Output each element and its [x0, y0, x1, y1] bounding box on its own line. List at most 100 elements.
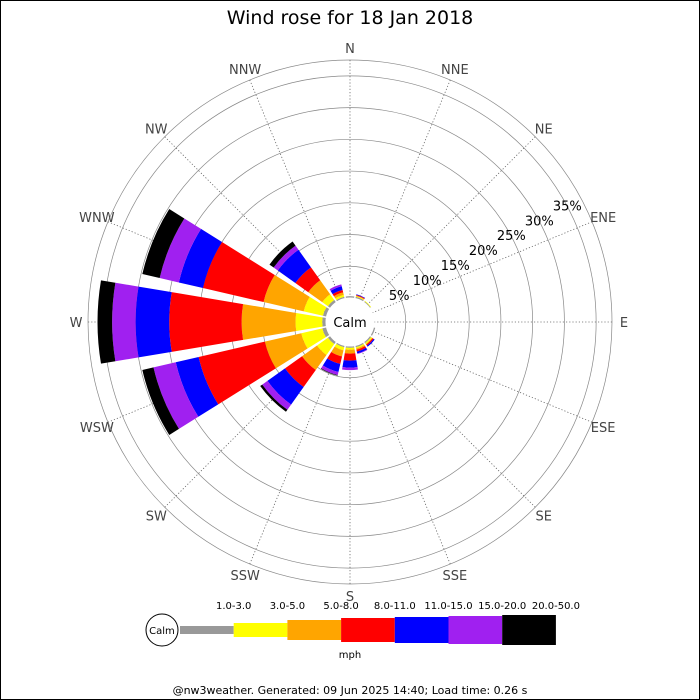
- petal-nnw-bin-6: [329, 284, 342, 291]
- spoke-nw: [164, 136, 334, 306]
- petal-s-bin-3: [344, 349, 356, 354]
- petal-ese-bin-1: [370, 327, 376, 336]
- spoke-nnw: [249, 79, 342, 300]
- petal-ssw-bin-2: [334, 343, 345, 351]
- direction-label-w: W: [70, 316, 83, 331]
- petal-sw-bin-6: [262, 380, 292, 410]
- direction-label-nw: NW: [145, 122, 168, 137]
- petal-wsw-bin-3: [264, 333, 308, 369]
- direction-label-se: SE: [536, 510, 552, 525]
- petal-wsw-bin-7: [142, 367, 179, 435]
- ring-label: 35%: [553, 199, 582, 214]
- legend-unit: mph: [339, 650, 361, 661]
- petal-ssw-bin-7: [320, 368, 338, 376]
- legend-swatch: [233, 623, 288, 637]
- direction-label-ene: ENE: [590, 211, 616, 226]
- wind-petals: [97, 209, 376, 435]
- direction-label-sw: SW: [146, 510, 167, 525]
- petal-w-bin-1: [322, 317, 327, 327]
- legend-swatch: [502, 615, 556, 645]
- footer-text: @nw3weather. Generated: 09 Jun 2025 14:4…: [173, 684, 528, 697]
- legend-label: 20.0-50.0: [532, 601, 580, 612]
- direction-label-nnw: NNW: [229, 63, 261, 78]
- direction-labels: N NNE NE ENE E ESE SE SSE S SSW SW WSW W WNW NW NNW: [70, 42, 629, 605]
- ring-label: 30%: [525, 214, 554, 229]
- petal-se-bin-2: [365, 337, 373, 345]
- legend-label: 15.0-20.0: [478, 601, 526, 612]
- petal-wnw-bin-4: [202, 242, 275, 303]
- ring-label: 15%: [441, 259, 470, 274]
- petal-w-bin-3: [241, 304, 297, 340]
- direction-label-n: N: [345, 42, 355, 57]
- calm-circle: Calm: [325, 297, 375, 347]
- legend-label: 1.0-3.0: [216, 601, 251, 612]
- petal-se-bin-4: [366, 338, 374, 346]
- legend-calm-label: Calm: [149, 626, 175, 637]
- chart-title: Wind rose for 18 Jan 2018: [227, 7, 474, 29]
- legend-label: 8.0-11.0: [374, 601, 416, 612]
- direction-label-wsw: WSW: [80, 421, 114, 436]
- petal-nne-bin-3: [355, 295, 365, 300]
- spoke-ese: [372, 330, 593, 423]
- petal-se-bin-1: [363, 335, 372, 344]
- legend-swatch: [448, 616, 503, 644]
- petal-sw-bin-3: [302, 345, 327, 370]
- petal-sw-bin-4: [284, 356, 316, 388]
- petal-nne-bin-2: [355, 296, 365, 301]
- direction-label-ssw: SSW: [230, 569, 260, 584]
- petal-sw-bin-1: [327, 335, 337, 345]
- direction-label-ese: ESE: [591, 421, 616, 436]
- petal-wnw-bin-3: [263, 274, 310, 312]
- petal-s-bin-4: [343, 353, 357, 361]
- legend-swatch: [394, 617, 449, 643]
- spoke-ne: [366, 136, 536, 306]
- petal-ssw-bin-4: [327, 352, 343, 364]
- petal-wsw-bin-1: [322, 327, 330, 338]
- spoke-ssw: [249, 344, 342, 565]
- petal-nne-bin-1: [355, 296, 364, 302]
- petal-ssw-bin-1: [336, 342, 345, 348]
- direction-label-sse: SSE: [442, 569, 467, 584]
- petal-s-bin-2: [345, 347, 355, 350]
- legend-label: 11.0-15.0: [424, 601, 472, 612]
- speed-legend: Calm 1.0-3.0 3.0-5.0 5.0-8.0 8.0-11.0 11.0-15…: [145, 601, 580, 647]
- petal-sse-bin-6: [357, 349, 368, 355]
- petal-ne-bin-2: [364, 300, 372, 308]
- direction-label-ne: NE: [535, 122, 553, 137]
- direction-label-e: E: [620, 316, 628, 331]
- petal-ssw-bin-5: [322, 358, 341, 372]
- petal-se-bin-3: [365, 337, 373, 345]
- ring-label: 5%: [389, 289, 410, 304]
- petal-sse-bin-2: [355, 343, 365, 349]
- direction-label-nne: NNE: [441, 63, 469, 78]
- spoke-nne: [358, 79, 451, 300]
- petal-wnw-bin-2: [303, 296, 327, 316]
- petal-s-bin-5: [342, 360, 358, 368]
- petal-sse-bin-5: [356, 347, 368, 354]
- petal-wnw-bin-1: [322, 307, 330, 317]
- calm-label: Calm: [333, 316, 366, 331]
- petal-nne-bin-5: [356, 294, 366, 299]
- petal-sse-bin-1: [355, 342, 364, 348]
- direction-label-s: S: [346, 590, 354, 605]
- petal-nnw-bin-2: [335, 294, 345, 301]
- ring-label: 20%: [469, 244, 498, 259]
- petal-wsw-bin-2: [301, 328, 326, 349]
- petal-wsw-bin-6: [153, 362, 199, 429]
- petal-sse-bin-3: [356, 345, 366, 350]
- petal-nw-bin-6: [273, 245, 299, 271]
- legend-swatch: [287, 620, 342, 640]
- petal-nw-bin-4: [295, 267, 321, 293]
- petal-wnw-bin-7: [142, 209, 185, 279]
- legend-label: 3.0-5.0: [270, 601, 305, 612]
- ring-label: 10%: [413, 274, 442, 289]
- petal-w-bin-4: [169, 292, 244, 352]
- petal-w-bin-7: [97, 280, 116, 364]
- direction-label-wnw: WNW: [79, 211, 115, 226]
- petal-sw-bin-7: [260, 384, 288, 412]
- ring-labels: 5%10%15%20%25%30%35%: [389, 199, 582, 303]
- spoke-ene: [372, 221, 593, 314]
- petal-nnw-bin-4: [332, 289, 344, 297]
- petal-sw-bin-2: [317, 337, 335, 355]
- petal-wsw-bin-5: [175, 356, 219, 417]
